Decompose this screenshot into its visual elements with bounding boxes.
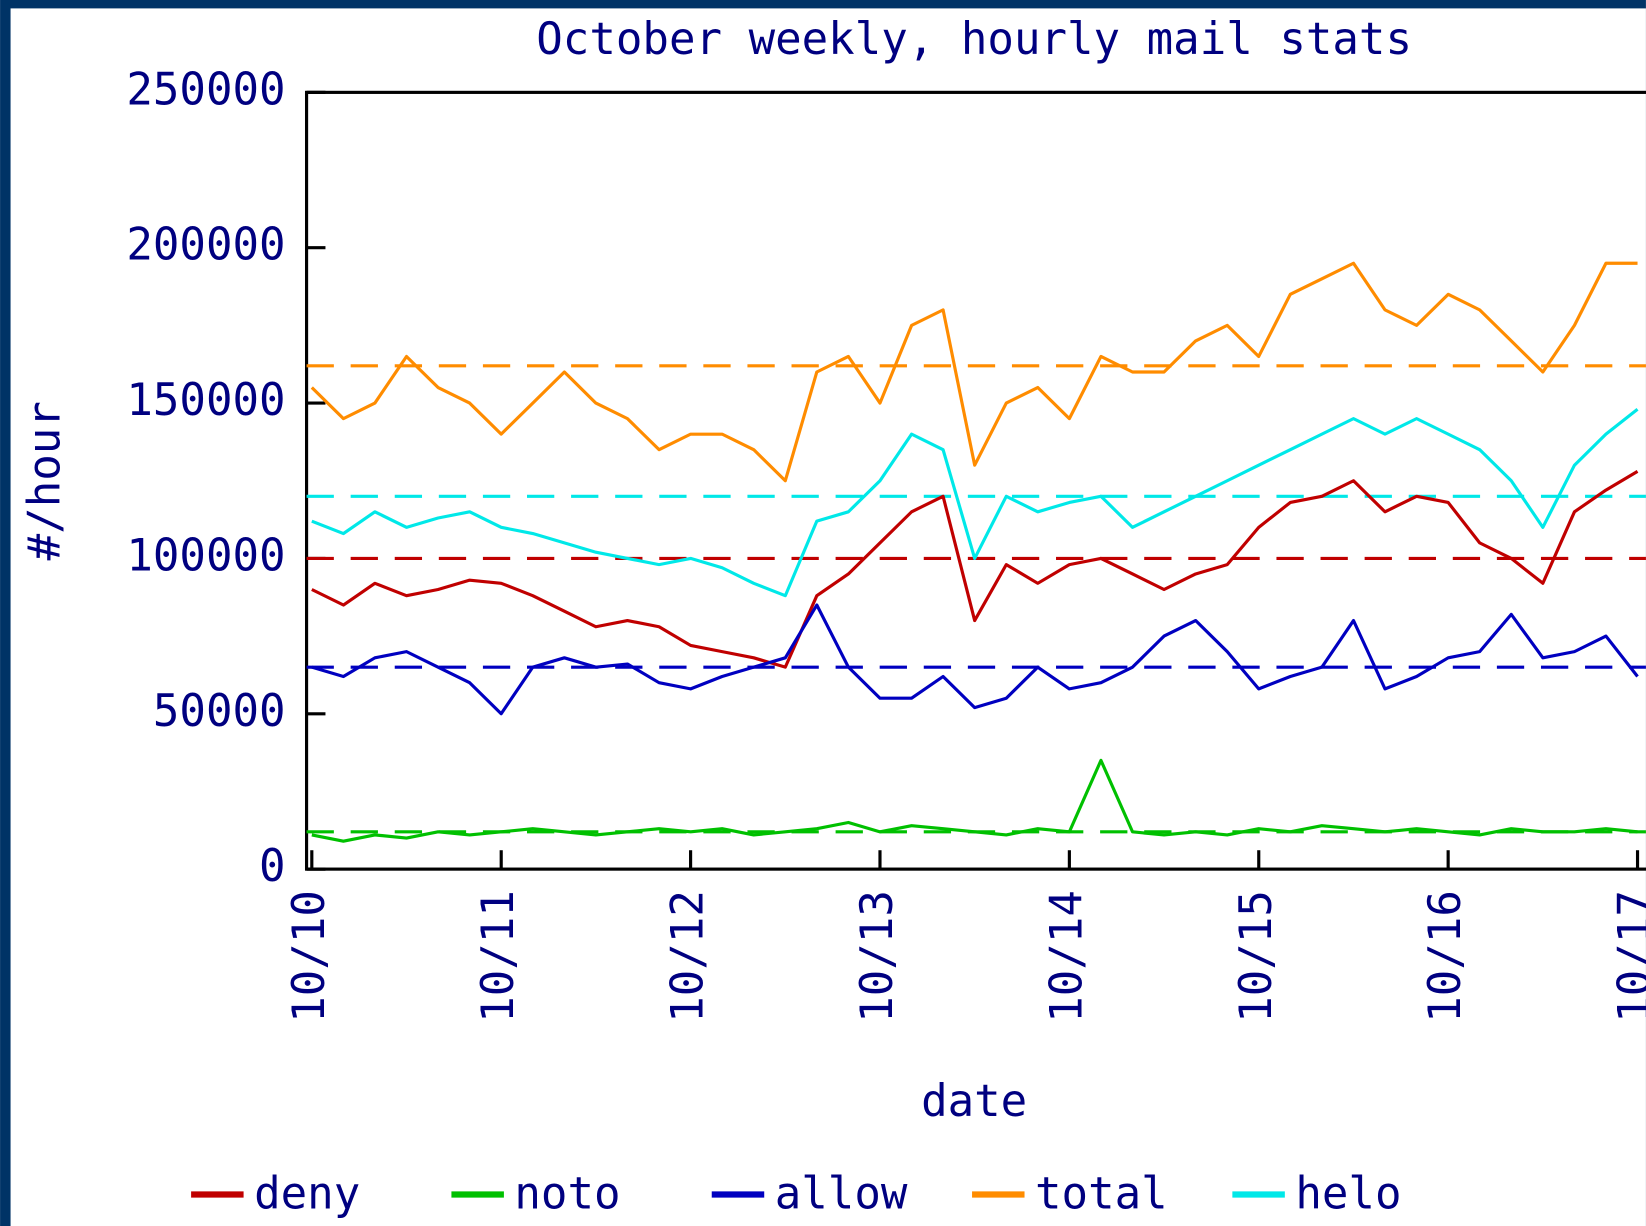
series-line <box>311 758 1638 843</box>
legend-label: deny <box>254 1169 360 1220</box>
legend-label: helo <box>1295 1169 1401 1220</box>
legend-label: allow <box>775 1169 908 1220</box>
y-tick-label: 250000 <box>126 64 285 115</box>
series-line <box>311 470 1639 669</box>
y-tick-label: 150000 <box>126 375 285 426</box>
series-line <box>311 603 1639 716</box>
series-line <box>311 408 1639 598</box>
x-tick-label: 10/15 <box>1231 890 1282 1023</box>
series-line <box>310 261 1638 483</box>
x-tick-label: 10/17 <box>1610 890 1646 1023</box>
plot-border <box>304 90 1646 871</box>
x-tick-label: 10/10 <box>284 890 335 1023</box>
x-tick-label: 10/11 <box>473 890 524 1023</box>
y-tick-label: 200000 <box>126 220 285 271</box>
background <box>10 8 1646 1226</box>
x-tick-label: 10/16 <box>1420 890 1471 1023</box>
y-axis-label: #/hour <box>19 401 70 560</box>
y-tick-label: 100000 <box>126 530 285 581</box>
x-tick-label: 10/14 <box>1041 890 1092 1023</box>
chart-title: October weekly, hourly mail stats <box>536 14 1412 65</box>
x-tick-label: 10/13 <box>852 890 903 1023</box>
x-tick-label: 10/12 <box>663 890 714 1023</box>
x-axis-label: date <box>921 1076 1027 1127</box>
y-tick-label: 0 <box>259 841 286 892</box>
legend-label: noto <box>514 1169 620 1220</box>
y-tick-label: 50000 <box>153 686 286 737</box>
legend-label: total <box>1035 1169 1168 1220</box>
